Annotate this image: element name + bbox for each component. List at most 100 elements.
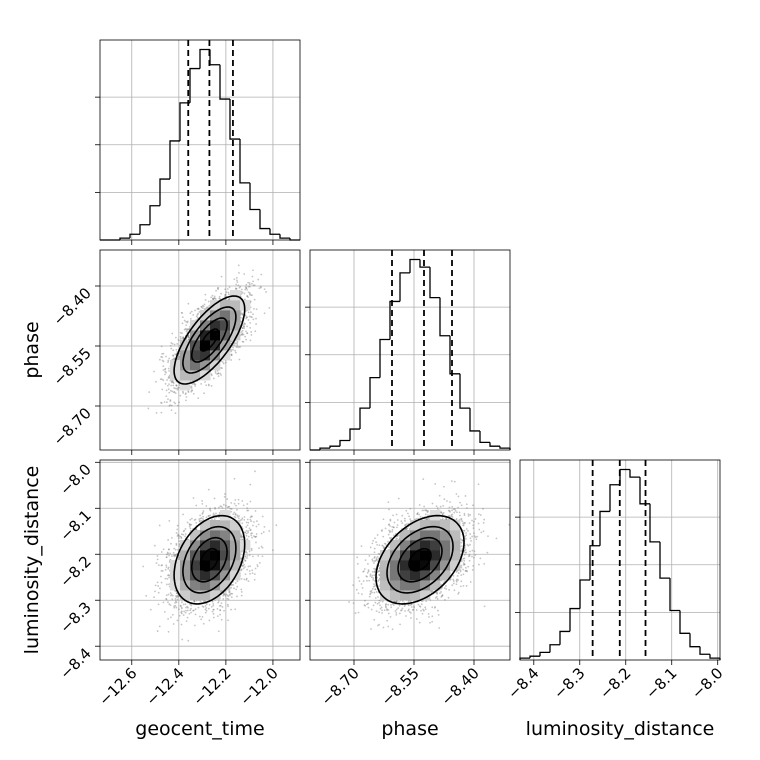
sample-point — [202, 305, 205, 308]
sample-point — [251, 536, 253, 539]
sample-point — [185, 328, 188, 331]
sample-point — [184, 528, 187, 530]
sample-point — [389, 518, 392, 521]
sample-point — [208, 619, 211, 622]
sample-point — [240, 333, 243, 336]
sample-point — [170, 409, 173, 412]
sample-point — [256, 565, 259, 568]
sample-point — [373, 551, 376, 554]
sample-point — [245, 550, 247, 553]
sample-point — [382, 626, 385, 629]
sample-point — [407, 608, 410, 611]
sample-point — [247, 291, 250, 294]
sample-point — [422, 609, 425, 612]
sample-point — [460, 564, 463, 567]
sample-point — [168, 383, 170, 386]
sample-point — [374, 588, 377, 591]
sample-point — [194, 518, 197, 521]
sample-point — [168, 548, 170, 551]
histogram-bar — [229, 99, 240, 140]
sample-point — [408, 515, 410, 518]
sample-point — [469, 550, 471, 553]
sample-point — [245, 287, 248, 290]
sample-point — [392, 526, 395, 529]
sample-point — [256, 564, 259, 566]
density-cell — [200, 350, 211, 361]
sample-point — [378, 544, 381, 547]
sample-point — [381, 600, 384, 603]
sample-point — [373, 547, 376, 550]
sample-point — [200, 618, 203, 621]
sample-point — [190, 385, 193, 388]
density-cell — [440, 550, 451, 561]
x-axis-label-geocent_time: geocent_time — [135, 718, 264, 740]
sample-point — [475, 538, 478, 541]
sample-point — [193, 600, 196, 603]
sample-point — [423, 509, 425, 512]
sample-point — [198, 520, 201, 522]
sample-point — [178, 355, 181, 358]
sample-point — [236, 514, 239, 517]
sample-point — [224, 293, 227, 296]
sample-point — [469, 514, 472, 516]
scatter-frame — [99, 459, 301, 661]
sample-point — [374, 570, 376, 573]
sample-point — [378, 599, 381, 602]
sample-point — [449, 510, 451, 513]
sample-point — [189, 518, 192, 521]
sample-point — [405, 523, 408, 526]
sample-point — [212, 298, 214, 300]
sample-point — [238, 517, 240, 520]
sample-point — [174, 412, 177, 415]
sample-point — [447, 518, 450, 521]
sample-point — [367, 563, 369, 565]
sample-point — [174, 548, 177, 551]
sample-point — [228, 591, 231, 594]
sample-point — [211, 600, 214, 603]
sample-point — [162, 548, 165, 551]
sample-point — [430, 591, 433, 594]
y-axis-label-phase: phase — [21, 321, 43, 378]
sample-point — [243, 298, 246, 301]
sample-point — [160, 345, 163, 348]
sample-point — [240, 290, 242, 293]
sample-point — [165, 371, 167, 374]
sample-point — [175, 596, 178, 599]
sample-point — [249, 565, 251, 568]
sample-point — [213, 497, 216, 500]
sample-point — [253, 521, 255, 523]
sample-point — [389, 519, 392, 522]
sample-point — [248, 293, 251, 296]
sample-point — [426, 518, 429, 521]
sample-point — [376, 543, 379, 546]
density-cell — [230, 290, 241, 301]
sample-point — [238, 286, 241, 289]
density-cell — [190, 370, 201, 381]
sample-point — [228, 286, 231, 288]
sample-point — [220, 505, 223, 508]
sample-point — [239, 345, 242, 348]
sample-point — [457, 572, 460, 574]
sample-point — [372, 604, 375, 607]
density-cell — [450, 560, 461, 571]
sample-point — [176, 535, 179, 537]
density-cell — [230, 560, 241, 571]
sample-point — [245, 551, 248, 554]
sample-point — [193, 382, 195, 385]
sample-point — [161, 564, 164, 566]
sample-point — [160, 411, 163, 414]
sample-point — [197, 397, 200, 399]
sample-point — [378, 623, 381, 626]
sample-point — [400, 609, 402, 612]
x-tick-label: −8.55 — [378, 664, 423, 709]
sample-point — [177, 339, 180, 341]
sample-point — [388, 508, 390, 511]
sample-point — [230, 353, 233, 356]
sample-point — [200, 517, 203, 520]
sample-point — [479, 557, 482, 560]
sample-point — [435, 505, 438, 508]
sample-point — [392, 514, 394, 517]
sample-point — [391, 530, 394, 533]
sample-point — [363, 570, 365, 573]
